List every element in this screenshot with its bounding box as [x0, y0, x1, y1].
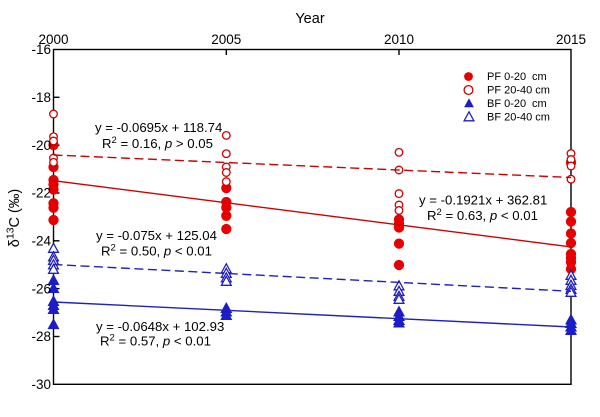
svg-text:BF 20-40 cm: BF 20-40 cm [487, 112, 550, 124]
svg-text:y = -0.075x + 125.04: y = -0.075x + 125.04 [96, 228, 217, 243]
svg-text:-28: -28 [31, 329, 51, 344]
svg-text:-26: -26 [31, 281, 51, 296]
svg-text:cm: cm [532, 71, 547, 83]
svg-text:-20: -20 [31, 138, 51, 153]
svg-text:2000: 2000 [38, 32, 68, 47]
svg-text:-30: -30 [31, 377, 51, 392]
svg-text:-18: -18 [31, 90, 51, 105]
svg-text:δ13C (‰): δ13C (‰) [5, 189, 24, 247]
svg-text:-24: -24 [31, 234, 51, 249]
svg-text:y = -0.0695x + 118.74: y = -0.0695x + 118.74 [95, 120, 222, 135]
svg-text:Year: Year [295, 11, 324, 27]
svg-text:BF 0-20: BF 0-20 [487, 98, 526, 110]
svg-text:cm: cm [532, 98, 547, 110]
svg-text:PF 20-40 cm: PF 20-40 cm [487, 85, 550, 97]
svg-text:R2 = 0.16, p > 0.05: R2 = 0.16, p > 0.05 [102, 135, 213, 151]
svg-text:2015: 2015 [556, 32, 586, 47]
svg-text:2010: 2010 [384, 32, 414, 47]
svg-text:2005: 2005 [211, 32, 241, 47]
svg-text:PF 0-20: PF 0-20 [487, 71, 526, 83]
svg-text:-16: -16 [31, 42, 51, 57]
svg-text:-22: -22 [31, 186, 51, 201]
svg-text:R2 = 0.63, p < 0.01: R2 = 0.63, p < 0.01 [427, 207, 538, 223]
svg-text:y = -0.1921x + 362.81: y = -0.1921x + 362.81 [419, 193, 547, 208]
svg-text:R2 = 0.57, p < 0.01: R2 = 0.57, p < 0.01 [100, 332, 211, 348]
svg-text:y = -0.0648x + 102.93: y = -0.0648x + 102.93 [96, 319, 224, 334]
svg-text:R2 = 0.50, p < 0.01: R2 = 0.50, p < 0.01 [101, 242, 212, 258]
